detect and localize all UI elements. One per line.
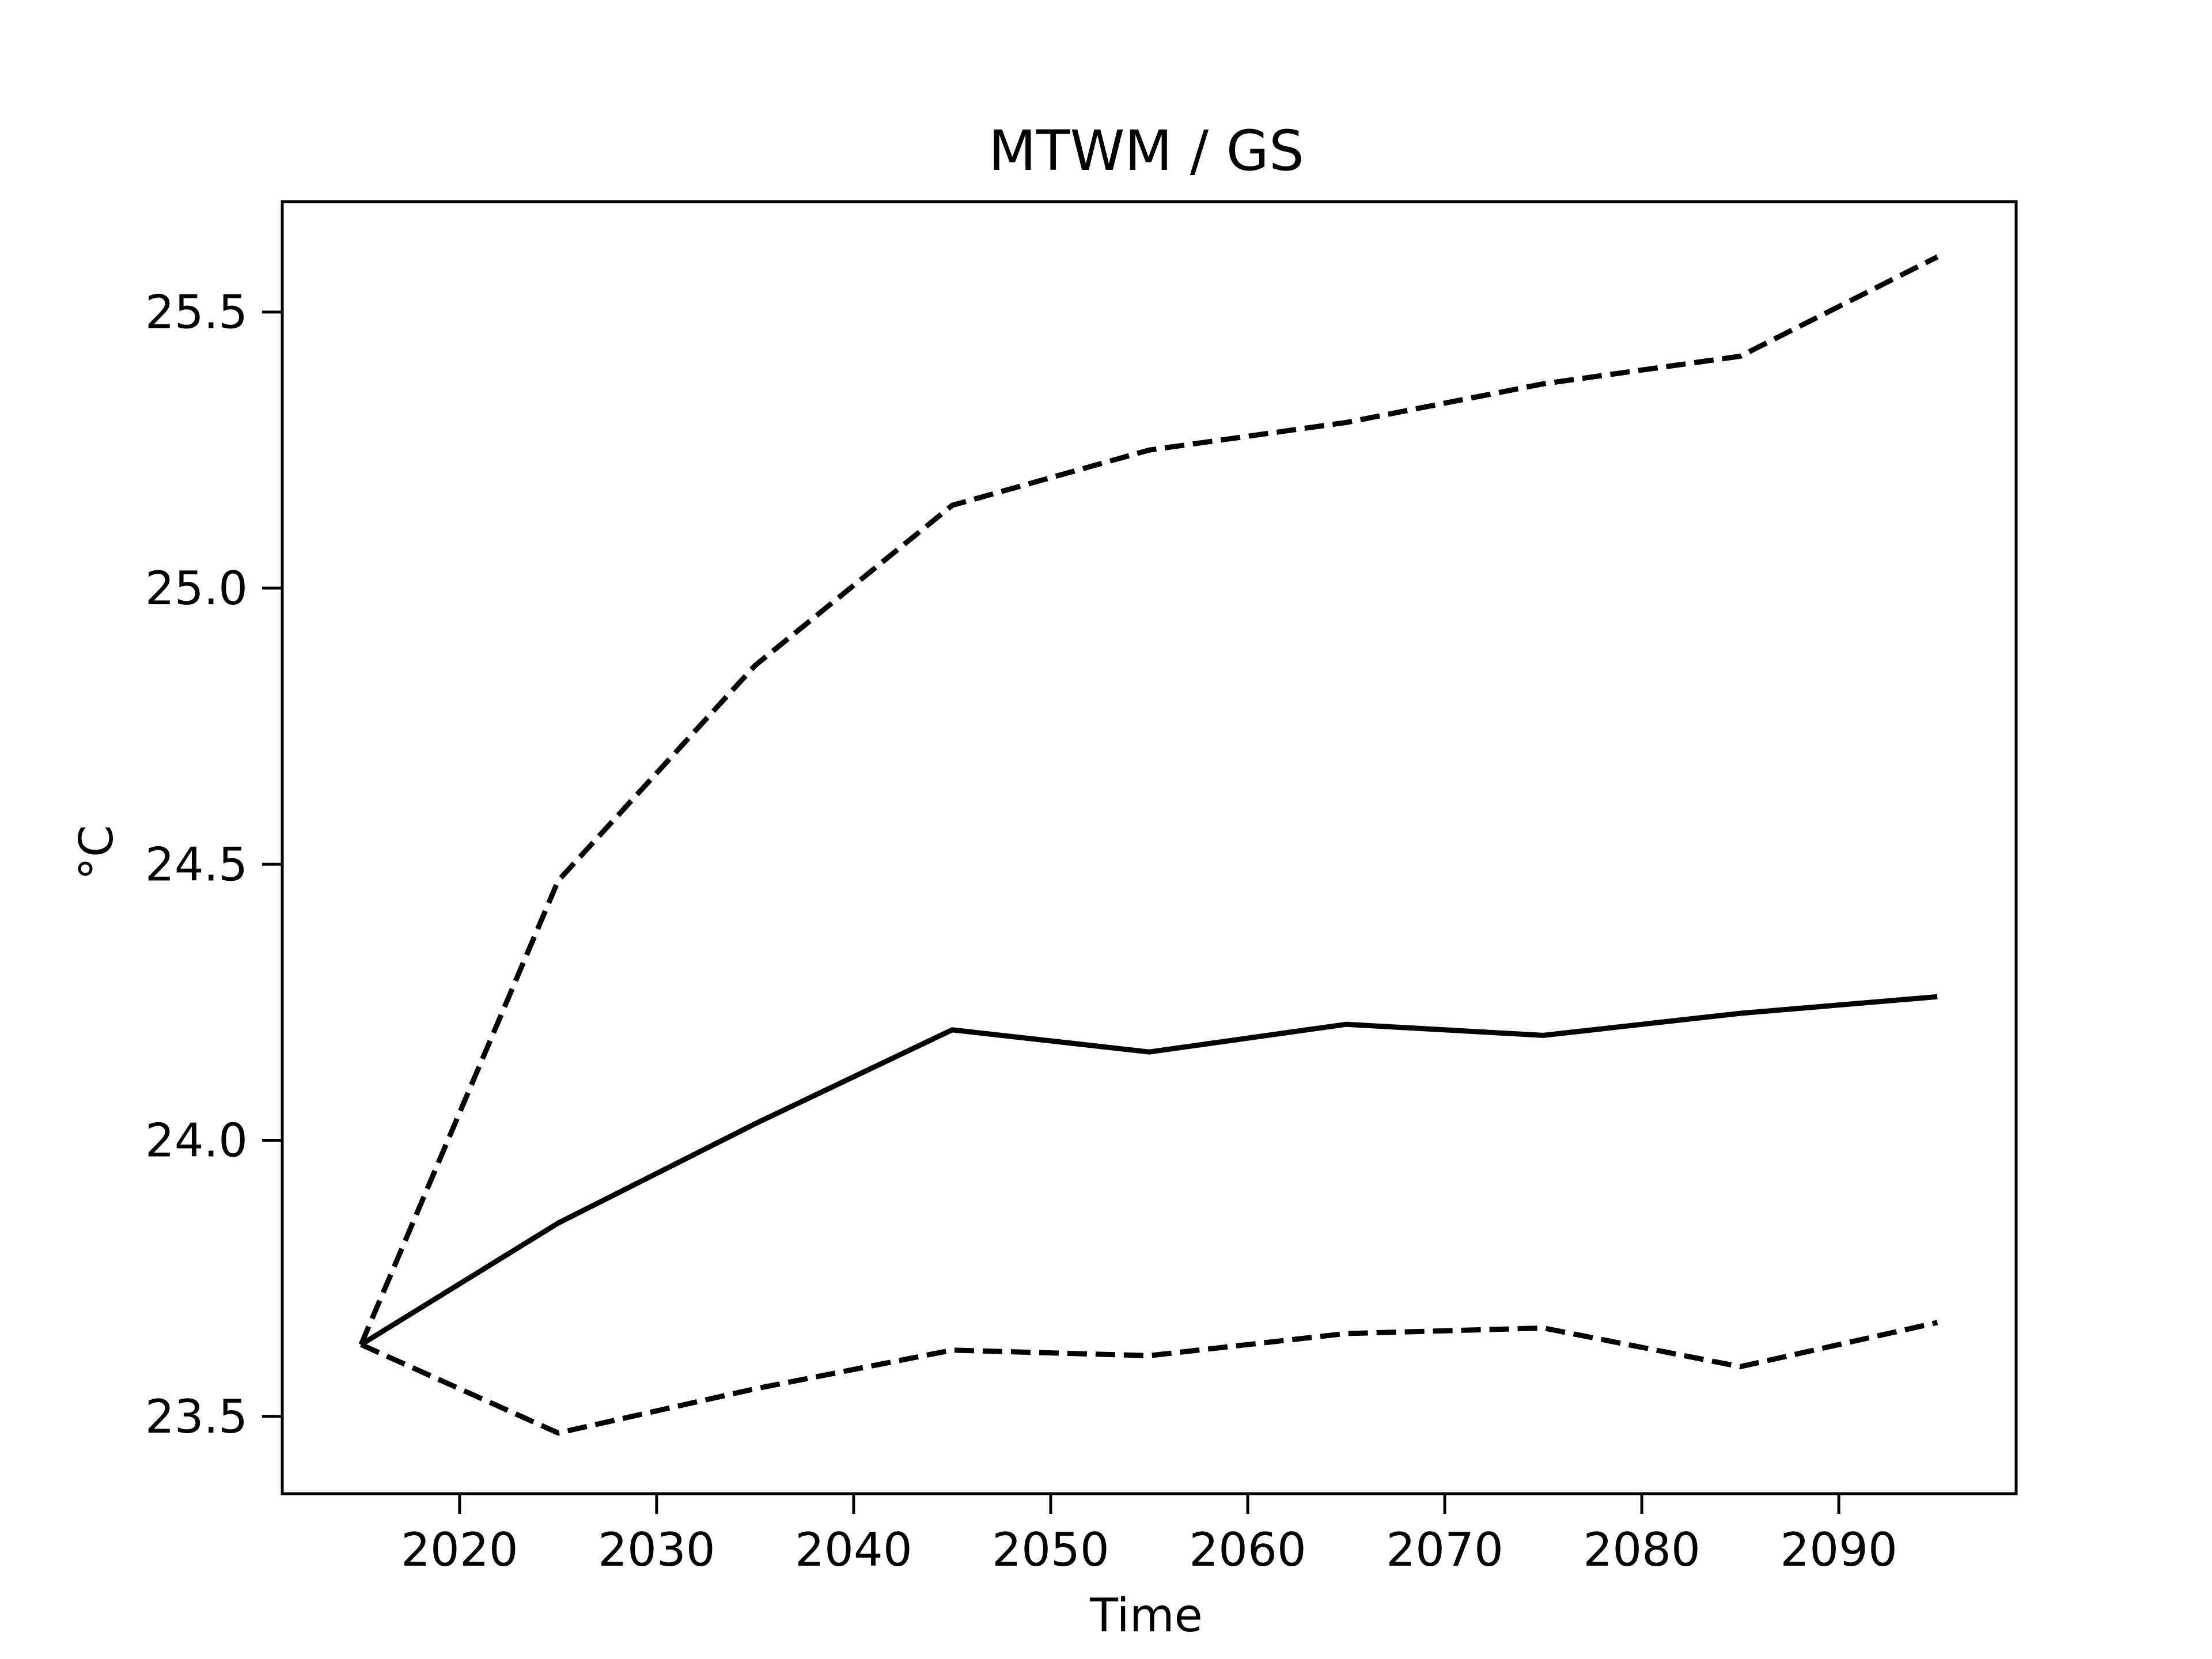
series-layer	[358, 254, 1939, 1436]
x-tick-label: 2090	[1780, 1523, 1897, 1577]
y-axis-ticks: 23.5 24.0 24.5 25.0 25.5	[145, 286, 282, 1444]
y-tick-label: 25.0	[145, 562, 248, 615]
y-tick-label: 24.0	[145, 1114, 248, 1168]
x-axis-label: Time	[1089, 1589, 1203, 1642]
y-tick-label: 23.5	[145, 1390, 248, 1444]
x-tick-label: 2030	[598, 1523, 715, 1577]
chart-title: MTWM / GS	[988, 119, 1304, 183]
x-tick-label: 2040	[795, 1523, 912, 1577]
x-tick-label: 2070	[1386, 1523, 1503, 1577]
x-tick-label: 2020	[401, 1523, 518, 1577]
x-tick-label: 2050	[992, 1523, 1109, 1577]
series-line-1-dashed	[358, 254, 1939, 1346]
y-axis-label: °C	[70, 825, 123, 880]
x-tick-label: 2060	[1189, 1523, 1306, 1577]
series-line-3-dashed	[359, 1320, 1938, 1436]
y-tick-label: 25.5	[145, 286, 248, 339]
y-tick-label: 24.5	[145, 838, 248, 891]
x-axis-ticks: 2020 2030 2040 2050 2060 2070 2080 2090	[401, 1494, 1897, 1577]
series-line-2-solid	[359, 994, 1938, 1347]
x-tick-label: 2080	[1583, 1523, 1700, 1577]
plot-area-frame	[281, 200, 2018, 1495]
